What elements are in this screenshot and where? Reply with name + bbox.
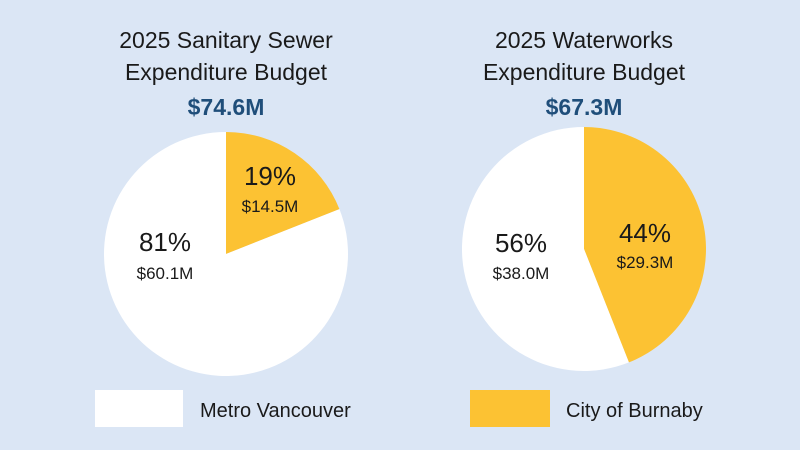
slice-percent-label: 56% <box>495 228 547 258</box>
chart-title-line: 2025 Waterworks <box>495 27 673 53</box>
pie-slice-city <box>584 127 706 363</box>
chart-title-line: Expenditure Budget <box>483 59 686 85</box>
slice-amount-label: $14.5M <box>242 197 299 216</box>
slice-amount-label: $38.0M <box>493 264 550 283</box>
pie-slice-metro <box>103 131 348 376</box>
chart-title-line: Expenditure Budget <box>125 59 328 85</box>
slice-percent-label: 44% <box>619 218 671 248</box>
chart-total: $67.3M <box>546 94 623 120</box>
legend-label-city: City of Burnaby <box>566 400 703 422</box>
legend: Metro Vancouver City of Burnaby <box>95 390 703 427</box>
slice-percent-label: 81% <box>139 227 191 257</box>
slice-percent-label: 19% <box>244 161 296 191</box>
chart-total: $74.6M <box>188 94 265 120</box>
legend-swatch-city <box>470 390 550 427</box>
slice-amount-label: $60.1M <box>137 264 194 283</box>
pie-chart-2: 2025 Waterworks Expenditure Budget $67.3M 4… <box>461 27 706 371</box>
legend-label-metro: Metro Vancouver <box>200 400 351 422</box>
slice-amount-label: $29.3M <box>617 253 674 272</box>
pie-slice-metro <box>461 127 629 371</box>
pie-slice-city <box>226 132 340 254</box>
pie-chart-1: 2025 Sanitary Sewer Expenditure Budget $74… <box>103 27 348 376</box>
chart-title-line: 2025 Sanitary Sewer <box>119 27 333 53</box>
legend-swatch-metro <box>95 390 183 427</box>
